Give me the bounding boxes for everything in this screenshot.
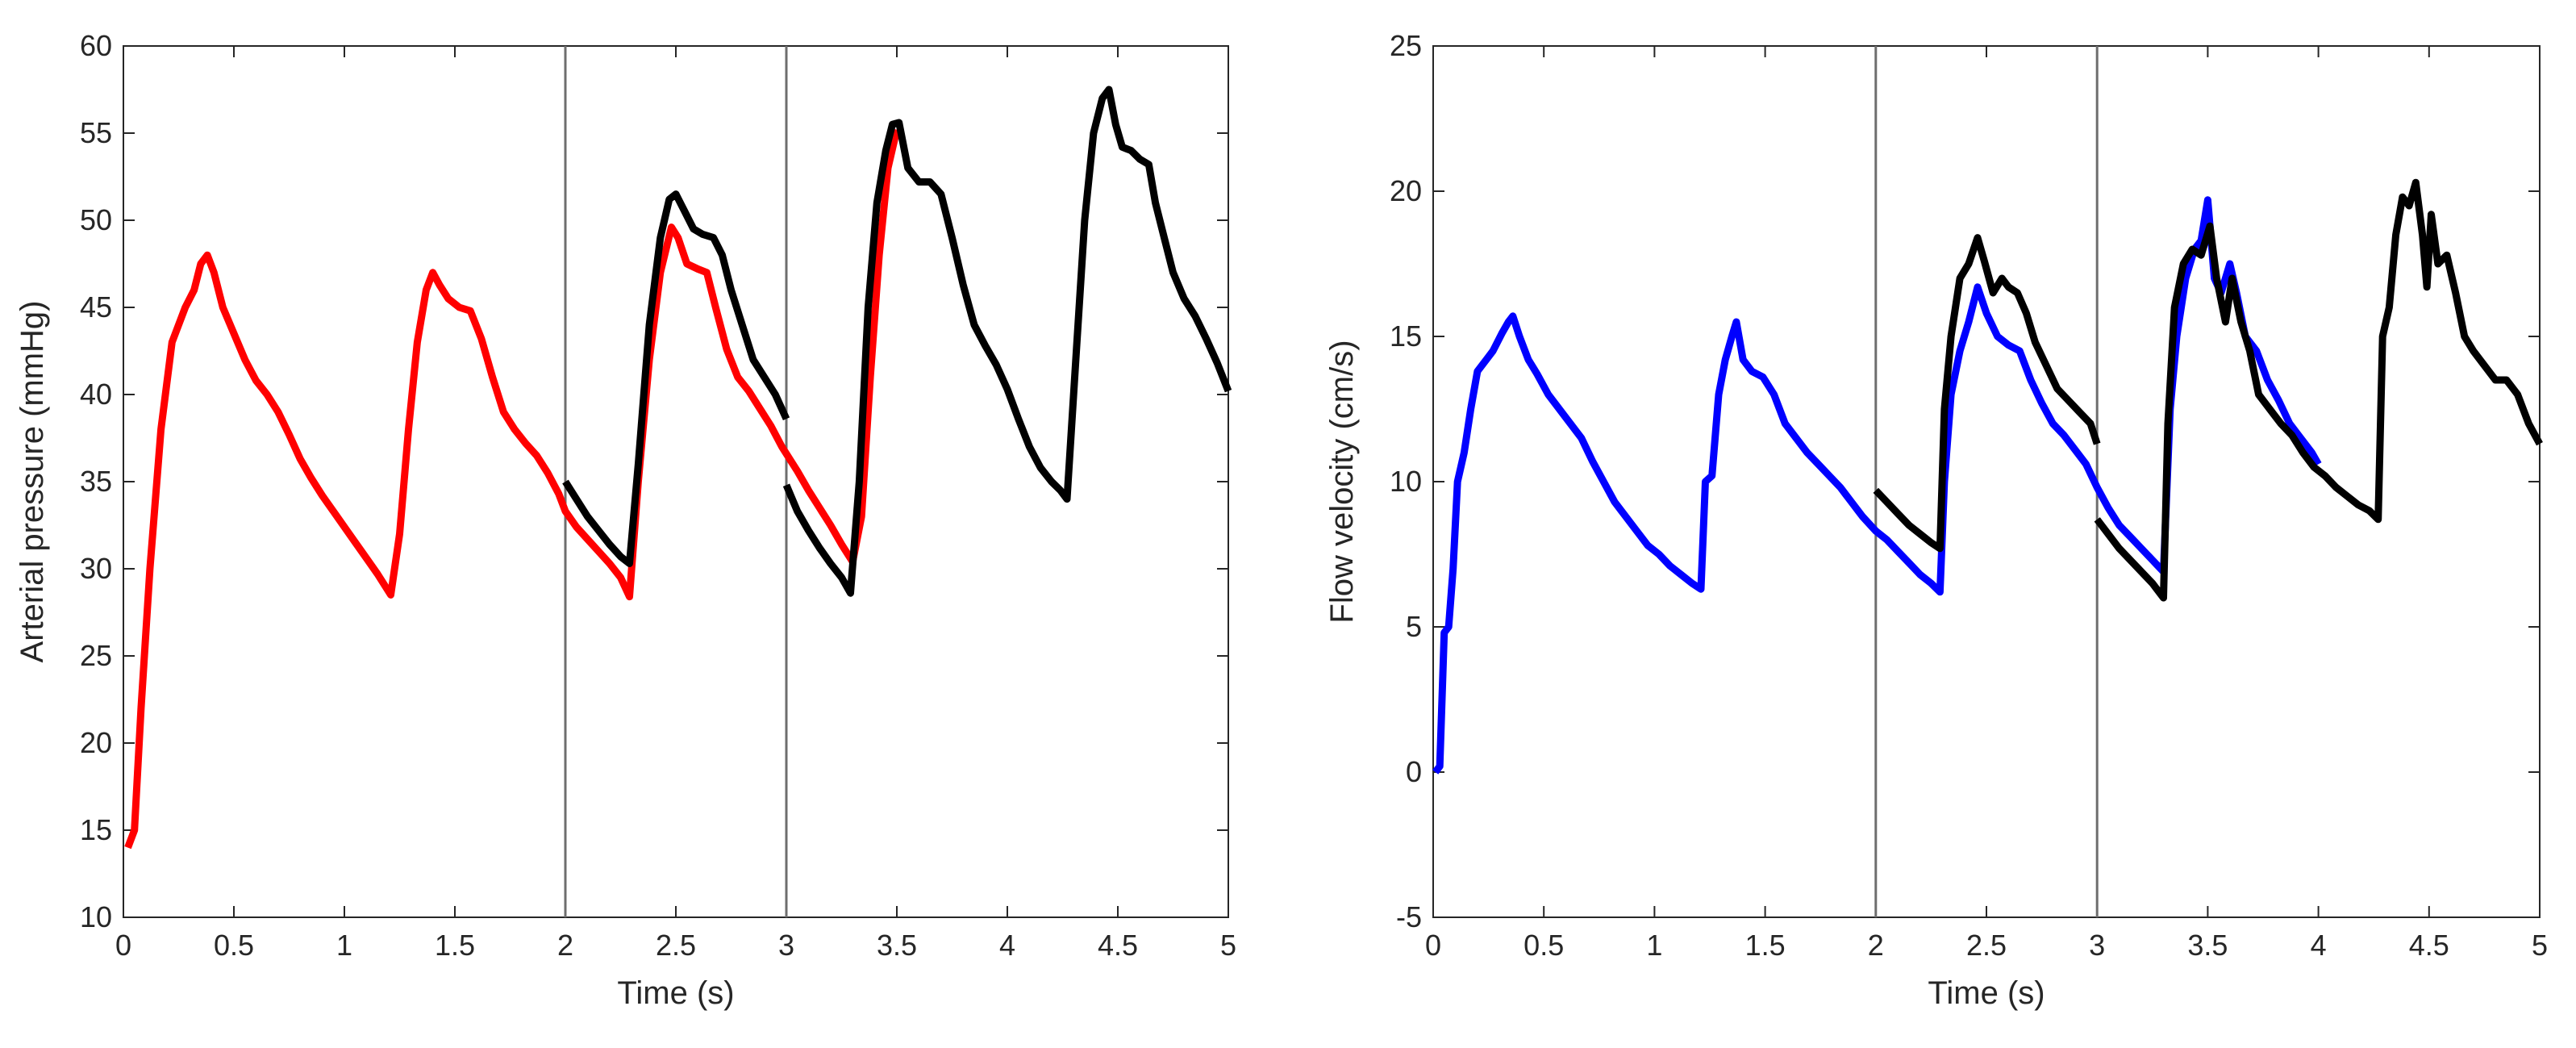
flow-xtick-label: 5: [2532, 929, 2548, 962]
pressure-series-line-0: [124, 128, 901, 850]
flow-xtick-label: 4: [2311, 929, 2327, 962]
pressure-series-line-2: [782, 86, 1232, 597]
pressure-ytick-label: 50: [80, 203, 112, 236]
flow-series-line-0: [1432, 196, 2322, 775]
flow-ytick-label: 25: [1390, 29, 1422, 62]
flow-ytick-label: -5: [1396, 900, 1422, 933]
pressure-ytick-label: 25: [80, 639, 112, 672]
pressure-chart: 0 0.5 1 1.5 2 2.5 3 3.5 4 4.5 5 10 15 20 25 30 35 40 45 50 5…: [15, 29, 1236, 1011]
pressure-xtick-label: 4: [999, 929, 1015, 962]
pressure-xtick-label: 3.5: [877, 929, 917, 962]
flow-xtick-label: 3.5: [2187, 929, 2228, 962]
pressure-xtick-label: 1: [336, 929, 352, 962]
flow-series-line-2: [2094, 178, 2543, 602]
flow-ytick-label: 0: [1406, 755, 1422, 788]
pressure-xtick-label: 2.5: [656, 929, 696, 962]
pressure-ytick-label: 30: [80, 552, 112, 585]
flow-xtick-label: 1.5: [1745, 929, 1786, 962]
pressure-ytick-label: 60: [80, 29, 112, 62]
pressure-ytick-label: 20: [80, 726, 112, 759]
pressure-xtick-label: 1.5: [435, 929, 475, 962]
pressure-ytick-label: 15: [80, 813, 112, 846]
flow-xtick-label: 3: [2089, 929, 2105, 962]
pressure-ylabel: Arterial pressure (mmHg): [15, 301, 50, 663]
pressure-ytick-label: 35: [80, 465, 112, 498]
flow-ytick-label: 10: [1390, 465, 1422, 498]
flow-ytick-label: 15: [1390, 319, 1422, 353]
pressure-xlabel: Time (s): [617, 975, 734, 1011]
pressure-ytick-label: 40: [80, 378, 112, 411]
pressure-ytick-label: 10: [80, 900, 112, 933]
pressure-xtick-label: 2: [557, 929, 573, 962]
flow-xtick-label: 1: [1646, 929, 1662, 962]
pressure-ytick-label: 45: [80, 290, 112, 324]
pressure-ytick-label: 55: [80, 116, 112, 149]
pressure-axes-box: [123, 45, 1229, 918]
flow-xlabel: Time (s): [1928, 975, 2045, 1011]
pressure-xtick-label: 3: [778, 929, 794, 962]
flow-ytick-label: 5: [1406, 610, 1422, 643]
flow-xtick-label: 2.5: [1966, 929, 2007, 962]
flow-ylabel: Flow velocity (cm/s): [1324, 340, 1360, 623]
flow-ytick-label: 20: [1390, 174, 1422, 207]
pressure-series-line-1: [562, 190, 790, 567]
pressure-xtick-label: 0.5: [214, 929, 254, 962]
flow-xtick-label: 0.5: [1524, 929, 1564, 962]
flow-xtick-label: 4.5: [2409, 929, 2449, 962]
flow-xtick-label: 2: [1868, 929, 1884, 962]
flow-axes-box: [1432, 45, 2541, 918]
pressure-xtick-label: 4.5: [1098, 929, 1138, 962]
flow-series-line-1: [1873, 234, 2101, 553]
pressure-xtick-label: 0: [115, 929, 131, 962]
flow-xtick-label: 0: [1425, 929, 1441, 962]
pressure-xtick-label: 5: [1220, 929, 1236, 962]
